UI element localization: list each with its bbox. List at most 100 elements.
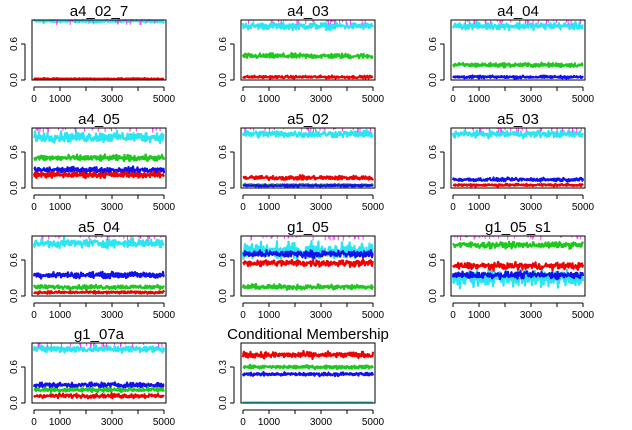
x-tick-label: 5000 xyxy=(153,202,176,213)
series-blue-trace xyxy=(452,74,584,80)
x-tick-label: 5000 xyxy=(362,94,385,105)
x-tick-label: 1000 xyxy=(468,94,491,105)
trace-panel: g1_07a 0 1000 3000 5000 0.0 0.6 xyxy=(9,326,176,428)
plot-frame xyxy=(450,127,586,189)
trace-panel: a5_04 0 1000 3000 5000 0.0 0.6 xyxy=(9,219,176,321)
series-blue-trace xyxy=(451,270,585,281)
y-tick-label: 0.0 xyxy=(218,181,229,195)
series-green-trace xyxy=(241,51,374,60)
trace-panel: a4_04 0 1000 3000 5000 0.0 0.6 xyxy=(428,3,595,105)
series-cyan-trace xyxy=(32,344,166,354)
series-red-trace xyxy=(33,77,165,81)
x-tick-label: 5000 xyxy=(572,310,595,321)
series-cyan-trace xyxy=(241,20,375,32)
series-green-trace xyxy=(33,153,166,163)
x-tick-label: 3000 xyxy=(101,417,124,428)
y-tick-label: 0.0 xyxy=(218,396,229,410)
y-tick-label: 0.0 xyxy=(428,73,439,87)
y-tick-label: 0.6 xyxy=(428,145,439,159)
x-tick-label: 0 xyxy=(240,94,246,105)
y-tick-label: 0.0 xyxy=(9,181,20,195)
series-blue-trace xyxy=(242,183,374,188)
series-cyan-trace xyxy=(241,128,374,139)
series-cyan-trace xyxy=(451,129,585,140)
panel-title: g1_05_s1 xyxy=(485,219,551,236)
series-cyan-trace xyxy=(451,20,584,32)
plot-frame xyxy=(450,235,586,297)
x-tick-label: 1000 xyxy=(258,310,281,321)
series-red-trace xyxy=(452,182,584,188)
x-tick-label: 1000 xyxy=(258,417,281,428)
trace-panel: Conditional Membership 0 1000 3000 5000 0.0 0.… xyxy=(218,326,389,428)
x-tick-label: 3000 xyxy=(310,310,333,321)
x-tick-label: 1000 xyxy=(258,202,281,213)
x-tick-label: 5000 xyxy=(362,310,385,321)
panel-title: a4_04 xyxy=(497,3,539,20)
panel-title: a4_05 xyxy=(78,111,120,128)
x-tick-label: 0 xyxy=(31,202,37,213)
x-tick-label: 3000 xyxy=(101,94,124,105)
panel-title: a4_03 xyxy=(287,3,329,20)
x-tick-label: 3000 xyxy=(520,94,543,105)
x-tick-label: 3000 xyxy=(101,202,124,213)
y-tick-label: 0.6 xyxy=(428,253,439,267)
series-blue-trace xyxy=(451,176,585,183)
y-tick-label: 0.6 xyxy=(428,37,439,51)
series-red-trace xyxy=(452,260,585,272)
x-tick-label: 0 xyxy=(450,202,456,213)
series-green-trace xyxy=(452,240,585,250)
x-tick-label: 5000 xyxy=(572,94,595,105)
series-blue-trace xyxy=(32,381,165,389)
plot-frame xyxy=(450,19,586,81)
series-red-trace xyxy=(241,349,375,360)
x-tick-label: 5000 xyxy=(572,202,595,213)
plot-frame xyxy=(31,235,167,297)
plot-frame xyxy=(240,127,376,189)
series-green-trace xyxy=(242,363,374,371)
y-tick-label: 0.6 xyxy=(218,253,229,267)
plot-frame xyxy=(31,342,167,404)
series-blue-trace xyxy=(33,165,166,175)
trace-panel: a4_03 0 1000 3000 5000 0.0 0.6 xyxy=(218,3,385,105)
x-tick-label: 5000 xyxy=(153,417,176,428)
y-tick-label: 0.3 xyxy=(218,360,229,374)
series-blue-trace xyxy=(32,270,166,280)
series-blue-trace xyxy=(242,249,374,260)
series-red-trace xyxy=(33,392,165,400)
series-red-trace xyxy=(32,170,165,180)
y-tick-label: 0.6 xyxy=(218,145,229,159)
panel-title: g1_07a xyxy=(74,326,125,343)
x-tick-label: 3000 xyxy=(101,310,124,321)
x-tick-label: 0 xyxy=(450,310,456,321)
series-cyan-trace xyxy=(32,236,165,250)
x-tick-label: 0 xyxy=(31,94,37,105)
x-tick-label: 3000 xyxy=(520,310,543,321)
series-cyan-trace xyxy=(32,129,165,144)
trace-panel: a5_02 0 1000 3000 5000 0.0 0.6 xyxy=(218,111,385,213)
y-tick-label: 0.0 xyxy=(218,73,229,87)
y-tick-label: 0.0 xyxy=(428,289,439,303)
plot-frame xyxy=(240,235,376,297)
x-tick-label: 5000 xyxy=(153,94,176,105)
series-cyan-trace xyxy=(33,18,166,24)
series-red-trace xyxy=(242,174,374,182)
series-green-trace xyxy=(32,283,165,291)
x-tick-label: 3000 xyxy=(310,94,333,105)
series-green-trace xyxy=(33,386,165,394)
plot-frame xyxy=(240,19,376,81)
x-tick-label: 0 xyxy=(240,310,246,321)
y-tick-label: 0.0 xyxy=(9,73,20,87)
panel-title: a4_02_7 xyxy=(70,3,128,20)
x-tick-label: 5000 xyxy=(362,202,385,213)
x-tick-label: 0 xyxy=(240,202,246,213)
y-tick-label: 0.6 xyxy=(9,253,20,267)
x-tick-label: 3000 xyxy=(310,417,333,428)
panel-title: a5_02 xyxy=(287,111,329,128)
x-tick-label: 1000 xyxy=(468,202,491,213)
series-red-trace xyxy=(33,289,166,296)
y-tick-label: 0.0 xyxy=(218,289,229,303)
series-blue-trace xyxy=(241,371,375,378)
panel-title: Conditional Membership xyxy=(227,326,389,343)
x-tick-label: 1000 xyxy=(49,310,72,321)
x-tick-label: 1000 xyxy=(49,202,72,213)
